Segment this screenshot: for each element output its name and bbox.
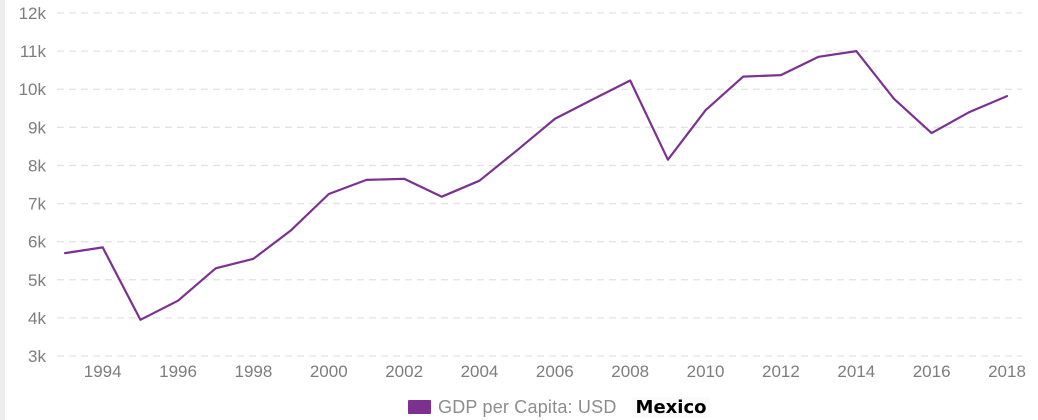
y-axis-label: 8k xyxy=(28,156,46,175)
y-axis-label: 7k xyxy=(28,195,46,214)
x-axis-label: 2006 xyxy=(536,362,574,381)
gdp-line-series[interactable] xyxy=(63,49,1009,321)
x-axis-label: 2014 xyxy=(837,362,875,381)
x-axis-label: 2012 xyxy=(762,362,800,381)
chart-legend[interactable]: GDP per Capita: USD Mexico xyxy=(408,396,711,418)
x-axis-label: 2018 xyxy=(988,362,1026,381)
x-axis-label: 2016 xyxy=(913,362,951,381)
gdp-line-chart: 3k 4k 5k 6k 7k 8k 9k 10k 11k 12k 1994 1996 1998 2000 2… xyxy=(19,4,1026,381)
y-axis-label: 9k xyxy=(28,118,46,137)
y-axis-label: 6k xyxy=(28,233,46,252)
legend-label: GDP per Capita: USD xyxy=(438,396,617,417)
y-axis-label: 12k xyxy=(19,4,47,23)
x-axis-label: 2008 xyxy=(611,362,649,381)
x-axis-label: 2010 xyxy=(687,362,725,381)
y-axis-label: 11k xyxy=(20,42,47,61)
legend-country: Mexico xyxy=(631,396,711,418)
x-axis-label: 2004 xyxy=(461,362,499,381)
x-axis-label: 2002 xyxy=(385,362,423,381)
x-axis-label: 1996 xyxy=(159,362,197,381)
y-axis-label: 3k xyxy=(28,347,46,366)
left-edge-strip xyxy=(0,0,5,420)
x-axis-label: 2000 xyxy=(310,362,348,381)
x-axis-label: 1994 xyxy=(84,362,122,381)
y-axis-label: 4k xyxy=(28,309,46,328)
y-axis-label: 5k xyxy=(28,271,46,290)
y-axis-label: 10k xyxy=(19,80,47,99)
legend-swatch xyxy=(408,400,431,414)
x-axis-label: 1998 xyxy=(234,362,272,381)
